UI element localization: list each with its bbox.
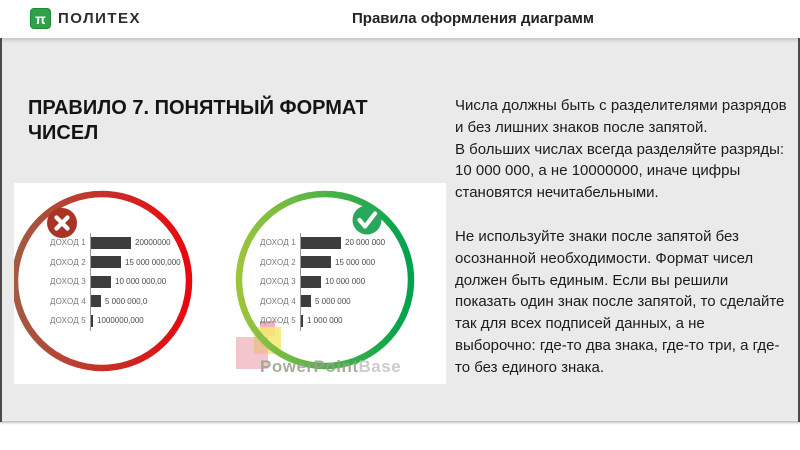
chart-bar [91,295,101,308]
chart-bar-area: 15 000 000 [300,252,376,272]
chart-bar [301,314,303,327]
chart-bar-area: 10 000 000,00 [90,272,166,292]
politech-logo: π ПОЛИТЕХ [30,8,141,29]
chart-bar-area: 5 000 000,0 [90,291,148,311]
body-text: Числа должны быть с разделителями разряд… [455,95,787,379]
chart-row: ДОХОД 2 15 000 000,000 [50,252,220,272]
chart-row: ДОХОД 4 5 000 000,0 [50,291,220,311]
chart-category-label: ДОХОД 4 [50,296,86,306]
chart-row: ДОХОД 3 10 000 000,00 [50,272,220,292]
check-badge [352,205,382,235]
chart-value-label: 5 000 000 [315,296,351,306]
chart-bar [301,295,311,308]
chart-bar [301,275,321,288]
chart-bar [91,275,111,288]
chart-bar [301,236,341,249]
presentation-title: Правила оформления диаграмм [352,10,594,27]
chart-category-label: ДОХОД 5 [50,316,86,326]
green-ring-circle [235,190,415,370]
chart-bar-area: 1000000,000 [90,311,144,331]
pi-logo-icon: π [30,8,51,29]
chart-value-label: 15 000 000 [335,257,376,267]
chart-value-label: 1000000,000 [97,316,144,326]
chart-category-label: ДОХОД 1 [260,238,296,248]
chart-category-label: ДОХОД 3 [260,277,296,287]
slide-right-edge [798,38,800,422]
header-bar: π ПОЛИТЕХ Правила оформления диаграмм [0,0,800,38]
red-circle-ring [14,190,193,372]
chart-value-label: 5 000 000,0 [105,296,148,306]
check-icon [357,211,378,229]
red-ring-circle [14,190,193,372]
slide-left-edge [0,38,2,422]
logo-text: ПОЛИТЕХ [58,10,142,27]
chart-bar [91,314,93,327]
slide-heading: ПРАВИЛО 7. ПОНЯТНЫЙ ФОРМАТ ЧИСЕЛ [28,97,368,144]
chart-bar-area: 20000000 [90,233,171,253]
chart-bar [301,256,331,269]
chart-category-label: ДОХОД 2 [260,257,296,267]
body-paragraph: Не используйте знаки после запятой без о… [455,227,785,376]
chart-bar-area: 1 000 000 [300,311,343,331]
chart-value-label: 10 000 000,00 [115,277,167,287]
watermark-text-secondary: Base [358,357,402,376]
green-circle-ring [235,190,415,370]
bad-format-bar-chart: ДОХОД 1 20000000 ДОХОД 2 15 000 000,000 ДОХО… [50,233,220,331]
chart-category-label: ДОХОД 2 [50,257,86,267]
slide-content-panel: ПРАВИЛО 7. ПОНЯТНЫЙ ФОРМАТ ЧИСЕЛ Числа д… [0,38,800,421]
chart-row: ДОХОД 5 1000000,000 [50,311,220,331]
body-paragraph: В больших числах всегда разделяйте разря… [455,140,785,202]
chart-row: ДОХОД 1 20 000 000 [260,233,430,253]
chart-category-label: ДОХОД 1 [50,238,86,248]
chart-row: ДОХОД 5 1 000 000 [260,311,430,331]
x-icon [54,215,70,231]
chart-bar-area: 5 000 000 [300,291,351,311]
chart-bar [91,256,121,269]
powerpointbase-watermark: PowerPointBase [260,357,401,377]
chart-row: ДОХОД 2 15 000 000 [260,252,430,272]
chart-bar-area: 10 000 000 [300,272,365,292]
chart-bar-area: 20 000 000 [300,233,385,253]
chart-row: ДОХОД 3 10 000 000 [260,272,430,292]
chart-value-label: 20 000 000 [345,238,386,248]
chart-bar [91,236,131,249]
x-badge [47,208,77,238]
example-image-panel: ДОХОД 1 20000000 ДОХОД 2 15 000 000,000 ДОХО… [14,183,446,384]
watermark-text-primary: PowerPoint [260,357,359,376]
chart-value-label: 1 000 000 [307,316,343,326]
chart-category-label: ДОХОД 3 [50,277,86,287]
chart-value-label: 15 000 000,000 [125,257,181,267]
chart-value-label: 20000000 [135,238,171,248]
chart-bar-area: 15 000 000,000 [90,252,181,272]
chart-value-label: 10 000 000 [325,277,366,287]
good-format-bar-chart: ДОХОД 1 20 000 000 ДОХОД 2 15 000 000 ДОХОД … [260,233,430,331]
chart-category-label: ДОХОД 4 [260,296,296,306]
chart-row: ДОХОД 4 5 000 000 [260,291,430,311]
chart-row: ДОХОД 1 20000000 [50,233,220,253]
chart-category-label: ДОХОД 5 [260,316,296,326]
body-paragraph: Числа должны быть с разделителями разряд… [455,97,787,136]
